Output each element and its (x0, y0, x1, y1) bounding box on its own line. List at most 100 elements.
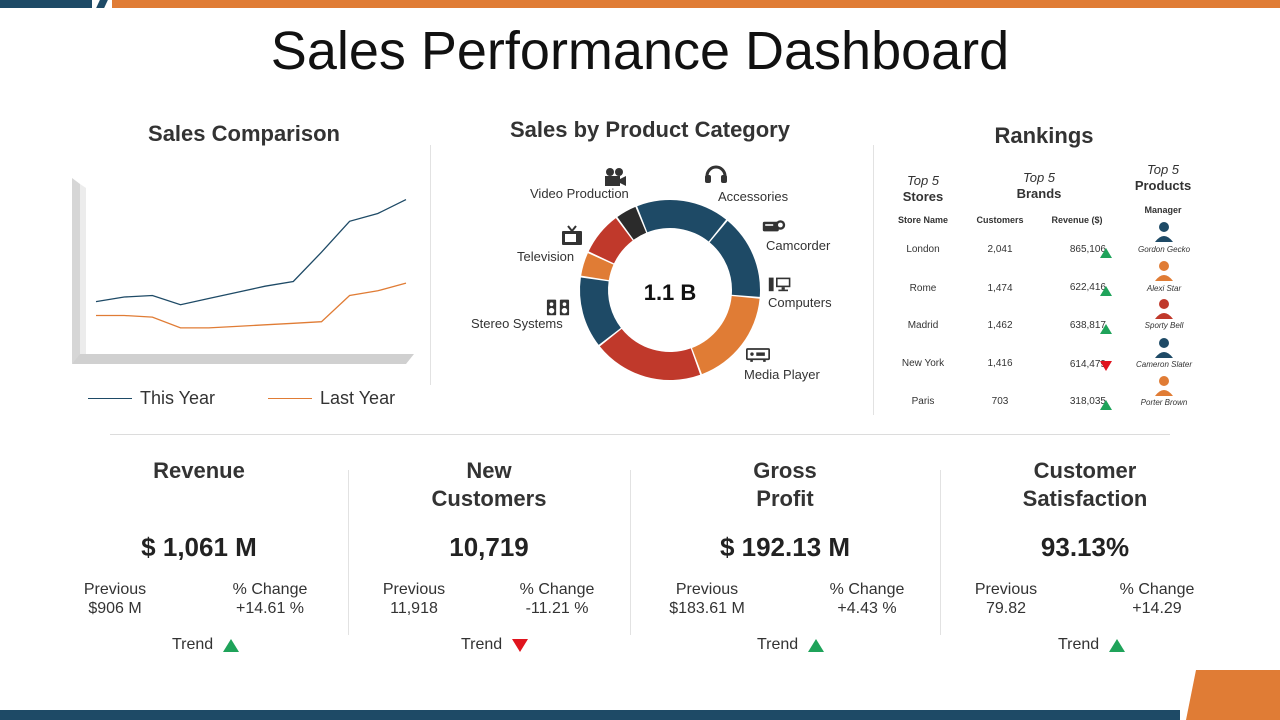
donut-slice-media-player (599, 328, 701, 380)
column-customers: Customers (976, 215, 1024, 225)
separator (348, 470, 349, 635)
legend-last-year: Last Year (268, 388, 395, 409)
kpi-trend-label: Trend (1058, 636, 1100, 653)
column-manager: Manager (1144, 205, 1182, 215)
rank-manager: Alexi Star (1146, 284, 1182, 293)
kpi-value-new-customers: 10,719 (449, 532, 529, 562)
television-icon (562, 225, 582, 245)
chart-frame-left (72, 178, 80, 364)
kpi-trend: Trend (1058, 636, 1126, 654)
separator (430, 145, 431, 385)
donut-slice-computers (692, 296, 760, 375)
top-brands-heading: Top 5 Brands (1004, 170, 1074, 202)
rank-revenue: 614,479 (1069, 359, 1106, 370)
page-title: Sales Performance Dashboard (270, 21, 1010, 81)
rank-manager: Sporty Bell (1144, 321, 1184, 330)
donut-slice-video-production (588, 218, 633, 264)
kpi-trend: Trend (172, 636, 240, 654)
top-brands-top: Top 5 (1022, 170, 1056, 185)
top-products-label: Products (1134, 178, 1192, 193)
sales-comparison-title: Sales Comparison (148, 121, 340, 146)
rank-revenue: 638,817 (1069, 320, 1106, 331)
top-products-heading: Top 5 Products (1128, 162, 1198, 194)
manager-avatar-icon (1155, 376, 1173, 396)
category-label-video-production: Video Production (530, 186, 629, 201)
rank-trend-up-icon (1100, 245, 1112, 263)
rank-trend-down-icon (1100, 358, 1112, 376)
kpi-value-customer-satisfaction: 93.13% (1040, 532, 1130, 562)
kpi-change-label: % Change (1119, 581, 1195, 598)
donut-slice-stereo-systems (580, 277, 621, 345)
rank-customers: 1,474 (987, 283, 1013, 294)
legend-label-last-year: Last Year (320, 388, 396, 408)
rank-customers: 1,462 (987, 320, 1013, 331)
trend-up-icon (223, 638, 240, 652)
manager-avatar-icon (1155, 222, 1173, 242)
rank-customers: 2,041 (987, 244, 1013, 255)
kpi-title-new-customers: New Customers (431, 458, 547, 511)
donut-slice-television (581, 253, 614, 281)
manager-avatar-icon (1155, 299, 1173, 319)
media-player-icon (746, 348, 770, 362)
separator (630, 470, 631, 635)
rank-trend-up-icon (1100, 321, 1112, 339)
rank-store: New York (901, 358, 945, 369)
top-band-slash (96, 0, 108, 8)
kpi-change-label: % Change (232, 581, 308, 598)
separator (940, 470, 941, 635)
category-label-television: Television (517, 249, 575, 264)
kpi-value-gross-profit: $ 192.13 M (719, 532, 851, 562)
kpi-previous-value: 11,918 (390, 600, 438, 617)
series-line-this-year (95, 199, 407, 306)
category-label-camcorder: Camcorder (766, 238, 831, 253)
top-stores-label: Stores (902, 189, 944, 204)
kpi-previous-label: Previous (382, 581, 446, 598)
kpi-trend-label: Trend (172, 636, 214, 653)
trend-up-icon (808, 638, 825, 652)
column-revenue: Revenue ($) (1051, 215, 1103, 225)
column-store-name: Store Name (897, 215, 949, 225)
kpi-change-value: -11.21 % (525, 600, 589, 617)
legend-swatch-last-year (268, 397, 312, 400)
bottom-band-orange (1186, 670, 1280, 720)
category-label-stereo-systems: Stereo Systems (471, 316, 563, 331)
kpi-trend-label: Trend (757, 636, 799, 653)
legend-swatch-this-year (88, 397, 132, 400)
rank-manager: Cameron Slater (1135, 360, 1193, 369)
computer-icon (768, 277, 791, 292)
kpi-previous-value: $183.61 M (669, 600, 745, 617)
rank-store: London (906, 244, 940, 255)
sales-comparison-chart (72, 178, 414, 364)
rank-revenue: 318,035 (1069, 396, 1106, 407)
trend-up-icon (1109, 638, 1126, 652)
rank-revenue: 865,106 (1069, 244, 1106, 255)
rank-store: Paris (911, 396, 935, 407)
rank-manager: Porter Brown (1140, 398, 1188, 407)
headset-icon (705, 165, 727, 183)
kpi-title-gross-profit: Gross Profit (753, 458, 817, 511)
category-label-computers: Computers (768, 295, 832, 310)
manager-avatar-icon (1155, 338, 1173, 358)
chart-frame-left-inner (80, 184, 86, 354)
separator (873, 145, 874, 415)
rank-manager: Gordon Gecko (1137, 245, 1191, 254)
top-brands-label: Brands (1016, 186, 1062, 201)
rank-customers: 703 (991, 396, 1009, 407)
top-band-dark (0, 0, 92, 8)
kpi-previous-value: 79.82 (985, 600, 1027, 617)
kpi-title-customer-satisfaction: Customer Satisfaction (1022, 458, 1148, 511)
bottom-band-dark (0, 710, 1180, 720)
horizontal-separator (110, 434, 1170, 435)
donut-slice-other (617, 206, 647, 240)
top-band-orange (112, 0, 1280, 8)
video-camera-icon (605, 168, 626, 186)
rank-trend-up-icon (1100, 283, 1112, 301)
rankings-title: Rankings (994, 123, 1094, 148)
kpi-previous-label: Previous (974, 581, 1038, 598)
kpi-trend-label: Trend (461, 636, 503, 653)
rank-store: Madrid (907, 320, 939, 331)
donut-center-value: 1.1 B (643, 280, 697, 305)
stereo-icon (546, 299, 570, 316)
kpi-trend: Trend (461, 636, 529, 654)
rank-store: Rome (909, 283, 937, 294)
